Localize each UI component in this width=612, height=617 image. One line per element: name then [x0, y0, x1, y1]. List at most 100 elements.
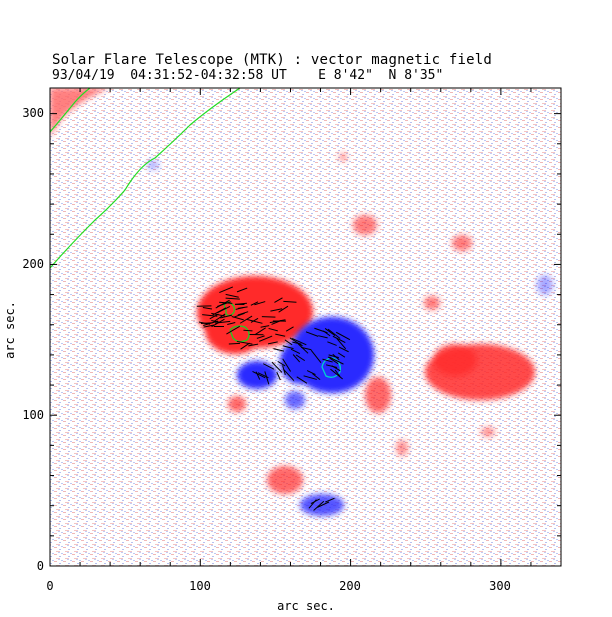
- field-vector: [296, 376, 308, 384]
- field-vector: [291, 338, 307, 346]
- field-vector: [324, 328, 336, 337]
- field-vector: [227, 322, 236, 326]
- field-vector: [256, 335, 265, 339]
- field-vector: [219, 286, 234, 294]
- field-vector: [285, 326, 294, 332]
- y-tick-label-0: 0: [37, 559, 44, 573]
- field-vector: [292, 354, 301, 363]
- field-vector: [325, 497, 335, 503]
- field-vector: [220, 314, 233, 319]
- field-vector: [267, 341, 278, 345]
- field-vector: [327, 328, 341, 339]
- field-vector: [211, 320, 221, 323]
- field-vector: [303, 375, 317, 380]
- field-vector: [203, 324, 215, 328]
- field-vector: [335, 331, 351, 341]
- field-vector: [198, 321, 211, 325]
- solar-limb-line: [50, 88, 241, 269]
- field-vector: [275, 333, 286, 337]
- field-vector: [213, 313, 226, 323]
- field-vector: [331, 365, 341, 372]
- y-axis-title: arc sec.: [3, 301, 17, 359]
- field-vector: [283, 300, 297, 303]
- field-vector: [336, 338, 347, 350]
- field-vector: [226, 325, 240, 335]
- field-vector: [202, 314, 218, 317]
- field-vector: [247, 319, 263, 324]
- field-vector: [236, 340, 253, 345]
- field-vector: [225, 293, 239, 298]
- field-vector: [328, 354, 340, 359]
- field-vector: [278, 305, 289, 313]
- field-vector: [252, 370, 266, 379]
- x-tick-label-0: 0: [46, 579, 53, 593]
- field-vector: [235, 306, 245, 310]
- field-vector: [255, 371, 261, 380]
- y-tick-label-100: 100: [22, 408, 44, 422]
- field-vector: [327, 356, 339, 365]
- x-tick-label-100: 100: [189, 579, 211, 593]
- field-vector: [254, 301, 266, 306]
- field-vector: [276, 371, 281, 381]
- field-vector: [313, 500, 325, 511]
- negative-polarity-regions: [147, 160, 553, 516]
- positive-region-south: [267, 466, 303, 494]
- field-vector: [297, 343, 309, 354]
- field-vector: [277, 360, 286, 367]
- field-vector: [310, 349, 322, 364]
- plot-title: Solar Flare Telescope (MTK) : vector mag…: [52, 52, 493, 68]
- field-vector: [283, 369, 295, 382]
- field-vector: [236, 287, 248, 293]
- magnetogram-image: [50, 88, 561, 566]
- plot-frame: [49, 87, 562, 567]
- field-vector: [334, 369, 341, 377]
- field-vector: [269, 319, 286, 324]
- field-vector: [231, 316, 244, 321]
- field-vector: [243, 329, 253, 332]
- field-vector: [263, 363, 275, 370]
- field-vector: [327, 341, 337, 346]
- field-vector: [322, 358, 333, 363]
- field-vector: [305, 331, 319, 337]
- plot-subtitle: 93/04/19 04:31:52-04:32:58 UT E 8'42" N …: [52, 68, 444, 83]
- field-vector: [338, 346, 349, 353]
- x-tick-label-200: 200: [339, 579, 361, 593]
- field-vector: [228, 342, 240, 345]
- field-vector: [211, 312, 225, 317]
- field-vector: [202, 307, 213, 310]
- field-vector: [290, 348, 301, 355]
- field-vector: [295, 354, 306, 362]
- field-vector: [250, 317, 259, 323]
- field-vector: [271, 361, 283, 373]
- transverse-field-vectors: [196, 286, 351, 511]
- field-vector: [282, 345, 294, 350]
- y-tick-label-200: 200: [22, 257, 44, 271]
- field-vector: [214, 320, 231, 324]
- field-vector: [233, 312, 245, 318]
- field-vector: [282, 365, 286, 375]
- field-vector: [332, 335, 346, 344]
- field-vector: [250, 301, 259, 306]
- field-vector: [317, 501, 330, 508]
- field-vector: [260, 325, 270, 328]
- field-vector: [329, 356, 344, 365]
- field-vector: [289, 337, 303, 347]
- field-vector: [337, 352, 346, 358]
- field-vector: [314, 327, 328, 334]
- field-vector: [310, 498, 320, 504]
- field-vector: [259, 335, 273, 342]
- field-vector: [270, 308, 283, 312]
- field-vector: [240, 342, 250, 350]
- field-vector: [254, 327, 266, 336]
- axis-ticks: [49, 88, 562, 567]
- field-vector: [225, 297, 240, 300]
- limb-region: [50, 88, 110, 138]
- field-vector: [312, 373, 321, 381]
- field-vector: [282, 358, 292, 372]
- field-vector: [215, 299, 230, 309]
- field-vector: [268, 327, 278, 332]
- negative-region-west: [237, 361, 277, 389]
- y-tick-label-300: 300: [22, 106, 44, 120]
- field-vector: [273, 348, 285, 352]
